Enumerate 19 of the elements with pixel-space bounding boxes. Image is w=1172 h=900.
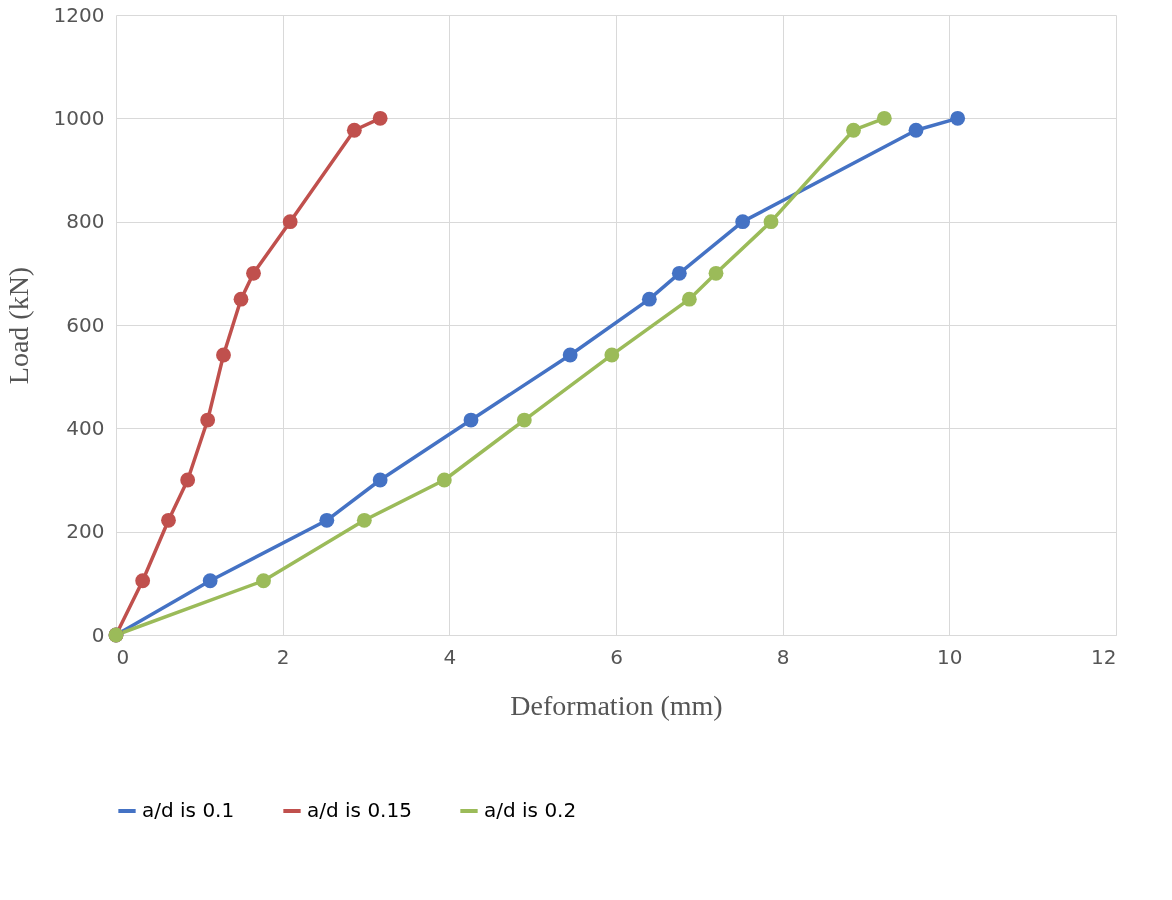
y-tick-label: 800 [66, 209, 105, 234]
y-axis-title: Load (kN) [2, 266, 34, 385]
y-tick-label: 600 [66, 312, 105, 337]
x-tick-label: 10 [937, 644, 963, 669]
legend-label: a/d is 0.2 [484, 798, 577, 822]
x-axis-title: Deformation (mm) [510, 689, 723, 721]
y-tick-label: 200 [66, 519, 105, 544]
y-tick-label: 1000 [53, 105, 105, 130]
y-tick-label: 0 [91, 622, 105, 647]
x-tick-label: 0 [116, 644, 130, 669]
x-tick-label: 2 [276, 644, 290, 669]
x-tick-label: 12 [1091, 644, 1117, 669]
y-tick-label: 1200 [53, 2, 105, 27]
legend-label: a/d is 0.1 [142, 798, 235, 822]
x-tick-label: 6 [610, 644, 623, 669]
x-tick-label: 4 [443, 644, 457, 669]
y-tick-label: 400 [66, 415, 105, 440]
legend-label: a/d is 0.15 [307, 798, 412, 822]
x-tick-label: 8 [776, 644, 790, 669]
